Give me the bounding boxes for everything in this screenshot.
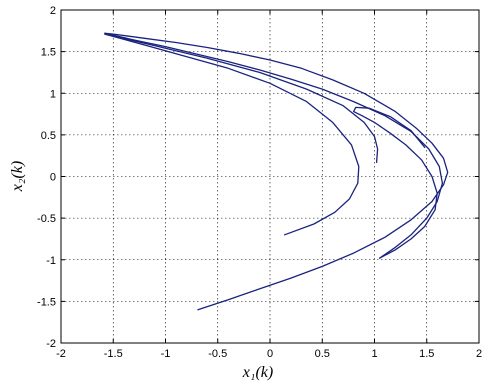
y-tick-label: -2 — [46, 338, 56, 350]
x-tick-label: 1 — [371, 348, 377, 360]
attractor-branch-5 — [352, 106, 438, 259]
grid-lines — [61, 10, 479, 343]
y-tick-label: -1.5 — [37, 296, 56, 308]
x-tick-label: 2 — [476, 348, 482, 360]
attractor-branch-4 — [104, 33, 379, 163]
y-tick-label: 1.5 — [41, 47, 56, 59]
y-tick-label: 0 — [50, 172, 56, 184]
y-axis-label: x₂(k) — [9, 161, 26, 192]
x-axis-label: x₁(k) — [242, 364, 273, 381]
x-tick-label: -0.5 — [208, 348, 227, 360]
attractor-branch-1 — [104, 32, 449, 311]
y-tick-labels: -2 -1.5 -1 -0.5 0 0.5 1 1.5 2 — [37, 5, 56, 350]
x-tick-label: 0 — [267, 348, 273, 360]
x-tick-label: -1 — [161, 348, 171, 360]
y-tick-label: -0.5 — [37, 213, 56, 225]
x-tick-label: -2 — [56, 348, 66, 360]
x-tick-label: 0.5 — [315, 348, 330, 360]
attractor-branch-3 — [104, 33, 360, 236]
y-tick-label: 2 — [50, 5, 56, 17]
y-tick-label: -1 — [46, 255, 56, 267]
tick-marks — [60, 9, 480, 344]
y-tick-label: 1 — [50, 88, 56, 100]
x-tick-labels: -2 -1.5 -1 -0.5 0 0.5 1 1.5 2 — [56, 348, 482, 360]
series-group — [104, 32, 449, 311]
y-tick-label: 0.5 — [41, 130, 56, 142]
attractor-branch-2 — [104, 32, 444, 259]
x-tick-label: -1.5 — [104, 348, 123, 360]
x-tick-label: 1.5 — [419, 348, 434, 360]
